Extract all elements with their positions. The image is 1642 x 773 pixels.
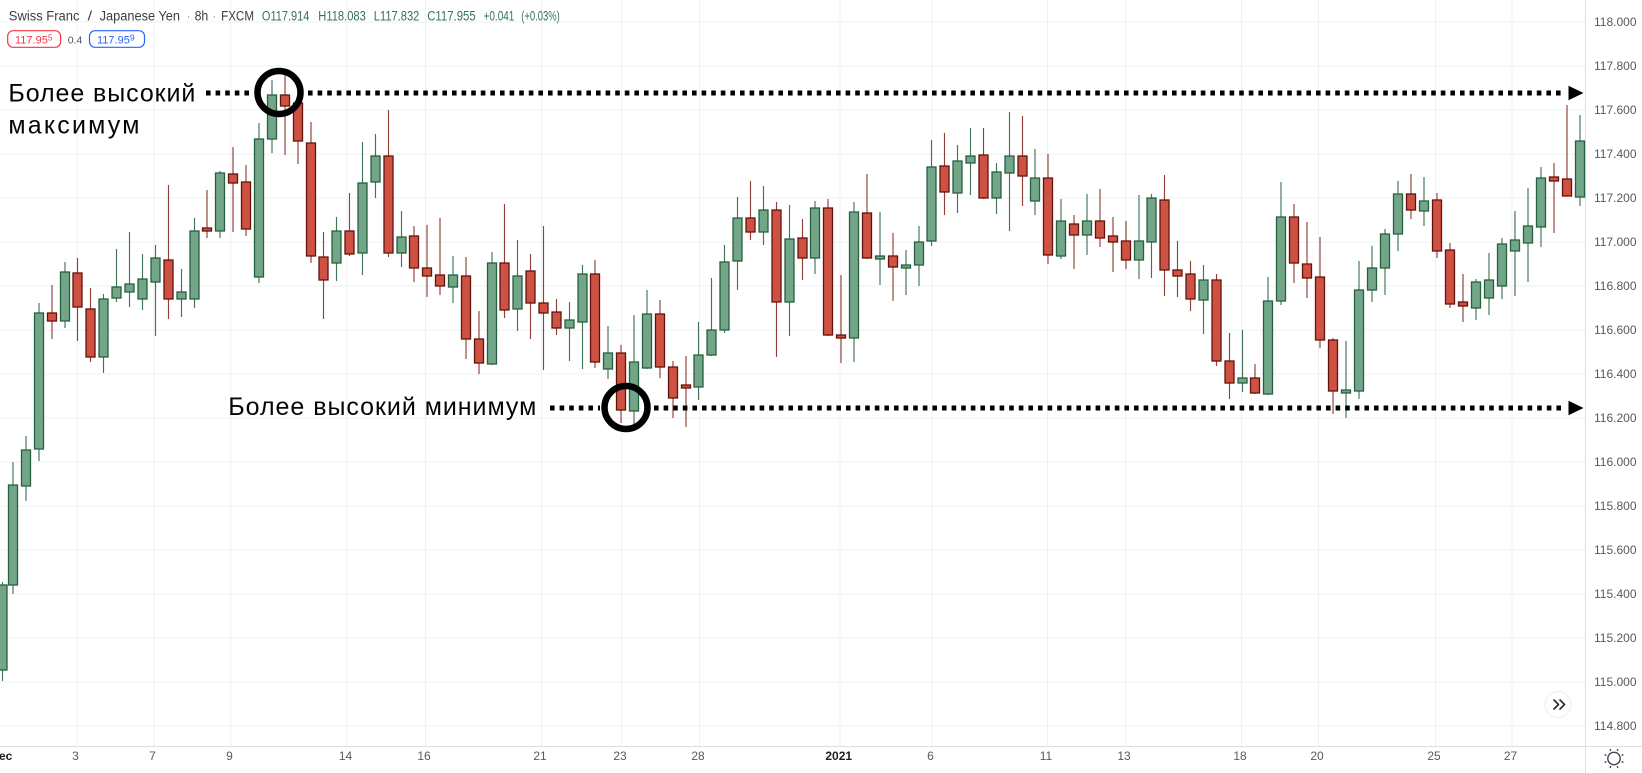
svg-text:115.800: 115.800 — [1594, 499, 1637, 513]
svg-text:13: 13 — [1117, 749, 1131, 763]
svg-text:115.600: 115.600 — [1594, 543, 1637, 557]
svg-text:2021: 2021 — [825, 749, 852, 763]
svg-text:0.4: 0.4 — [68, 35, 83, 47]
svg-text:·: · — [213, 9, 217, 24]
svg-text:3: 3 — [72, 749, 79, 763]
svg-text:25: 25 — [1427, 749, 1441, 763]
svg-text:116.600: 116.600 — [1594, 323, 1637, 337]
svg-text:·: · — [187, 9, 191, 24]
svg-text:21: 21 — [533, 749, 547, 763]
svg-text:ec: ec — [0, 749, 13, 763]
svg-text:116.800: 116.800 — [1594, 279, 1637, 293]
svg-text:Более высокий минимум: Более высокий минимум — [228, 393, 536, 421]
svg-text:/: / — [88, 9, 93, 24]
svg-text:O117.914: O117.914 — [262, 9, 310, 24]
svg-text:117.959: 117.959 — [97, 33, 135, 47]
svg-text:20: 20 — [1310, 749, 1324, 763]
svg-text:H118.083: H118.083 — [318, 9, 366, 24]
svg-text:18: 18 — [1233, 749, 1247, 763]
svg-text:117.400: 117.400 — [1594, 147, 1637, 161]
svg-text:6: 6 — [927, 749, 934, 763]
svg-text:117.600: 117.600 — [1594, 103, 1637, 117]
svg-text:115.200: 115.200 — [1594, 631, 1637, 645]
svg-text:Japanese Yen: Japanese Yen — [100, 9, 180, 24]
svg-text:(+0.03%): (+0.03%) — [521, 9, 560, 24]
svg-text:8h: 8h — [195, 9, 209, 24]
svg-text:L117.832: L117.832 — [374, 9, 420, 24]
svg-text:28: 28 — [691, 749, 705, 763]
svg-text:115.000: 115.000 — [1594, 675, 1637, 689]
svg-text:114.800: 114.800 — [1594, 719, 1637, 733]
svg-text:116.000: 116.000 — [1594, 455, 1637, 469]
svg-text:C117.955: C117.955 — [427, 9, 476, 24]
svg-text:117.800: 117.800 — [1594, 59, 1637, 73]
svg-text:11: 11 — [1040, 749, 1053, 763]
svg-text:+0.041: +0.041 — [484, 9, 515, 24]
svg-text:Swiss Franc: Swiss Franc — [9, 9, 80, 24]
svg-text:117.955: 117.955 — [15, 33, 53, 47]
svg-text:117.000: 117.000 — [1594, 235, 1637, 249]
svg-text:27: 27 — [1504, 749, 1518, 763]
svg-text:максимум: максимум — [8, 112, 139, 140]
svg-text:117.200: 117.200 — [1594, 191, 1637, 205]
svg-text:Более высокий: Более высокий — [8, 80, 195, 108]
svg-text:16: 16 — [417, 749, 431, 763]
svg-text:14: 14 — [339, 749, 353, 763]
svg-text:116.400: 116.400 — [1594, 367, 1637, 381]
svg-text:23: 23 — [613, 749, 627, 763]
svg-text:FXCM: FXCM — [221, 9, 254, 24]
svg-text:7: 7 — [149, 749, 156, 763]
svg-text:9: 9 — [226, 749, 233, 763]
svg-text:118.000: 118.000 — [1594, 15, 1637, 29]
svg-text:116.200: 116.200 — [1594, 411, 1637, 425]
svg-text:115.400: 115.400 — [1594, 587, 1637, 601]
